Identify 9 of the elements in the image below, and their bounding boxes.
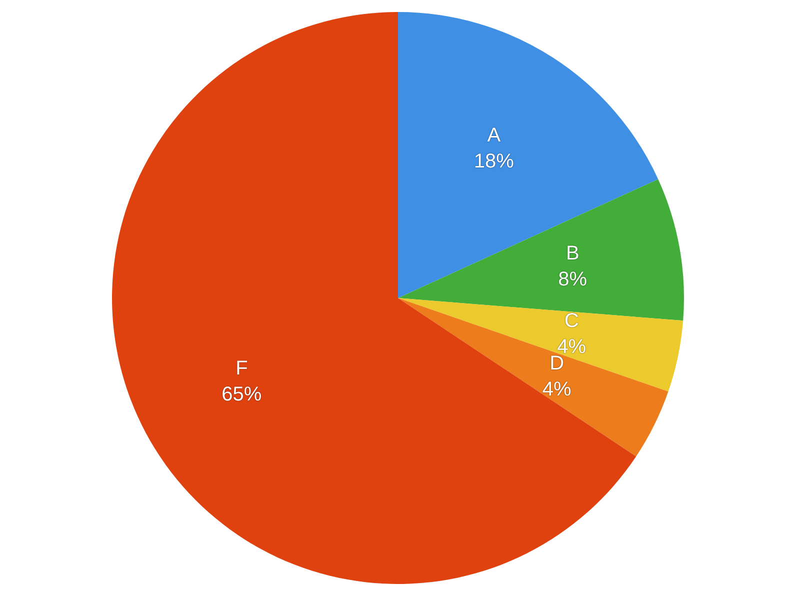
slice-label: D <box>550 352 564 374</box>
data-label: 18% <box>474 150 514 172</box>
slice-label: C <box>564 310 579 332</box>
data-label: 8% <box>558 268 588 291</box>
slice-label: A <box>487 124 502 146</box>
data-label: 65% <box>222 383 262 406</box>
slice-label: B <box>566 242 580 265</box>
slice-label: F <box>236 357 248 380</box>
data-label: 4% <box>542 378 572 400</box>
